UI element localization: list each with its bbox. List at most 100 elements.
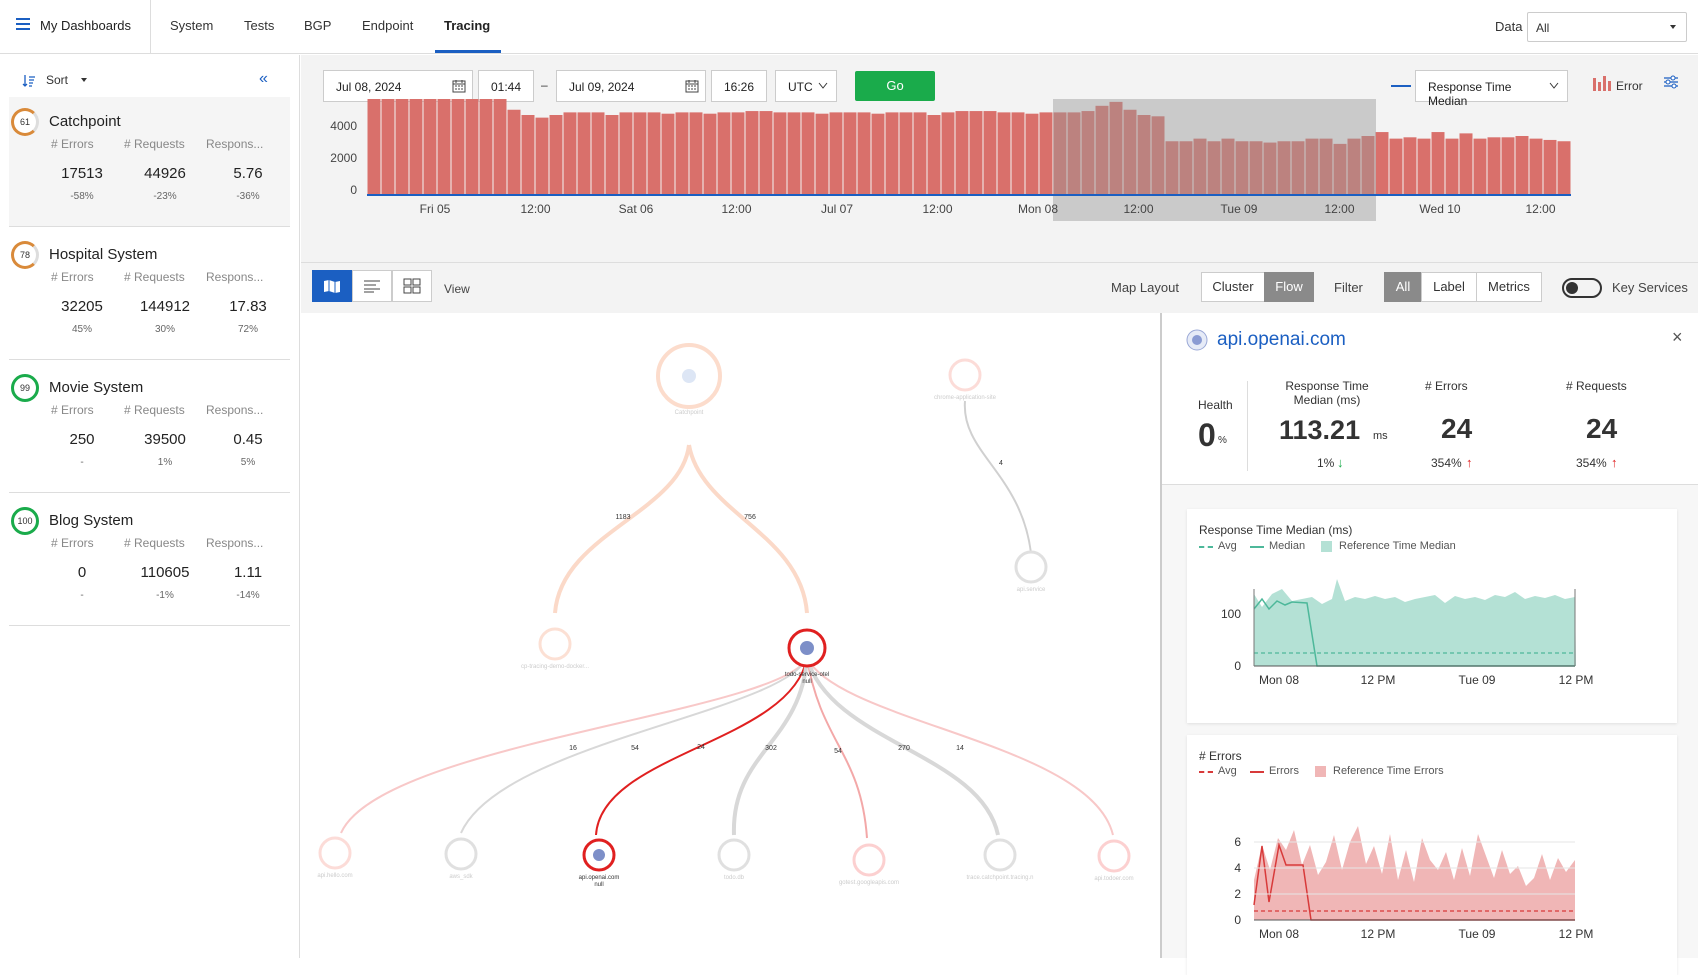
filter-all-button[interactable]: All (1384, 272, 1422, 302)
errors-value: 17513 (61, 165, 103, 182)
tab-tests[interactable]: Tests (244, 18, 275, 33)
map-node[interactable] (1097, 839, 1131, 873)
map-edge[interactable] (963, 400, 1032, 554)
system-card-movie[interactable]: 99 Movie System # Errors # Requests Resp… (9, 363, 290, 493)
map-node[interactable] (948, 358, 982, 392)
filter-metrics-button[interactable]: Metrics (1476, 272, 1542, 302)
map-node[interactable] (444, 837, 478, 871)
timeline-bar (773, 112, 787, 195)
map-node[interactable] (318, 836, 352, 870)
timeline-bar (563, 112, 577, 195)
y-tick: 2 (1234, 887, 1241, 901)
errors-ref-area (1254, 826, 1575, 920)
node-label: todo-service-otel (785, 672, 829, 678)
map-edge[interactable] (731, 657, 809, 836)
globe-icon (682, 369, 696, 383)
edge-label: 302 (765, 745, 777, 752)
timeline-bar-chart[interactable]: 4000 2000 0 Fri 05 12:00 Sat 06 12:00 Jul 07 12:… (301, 99, 1698, 229)
tab-endpoint[interactable]: Endpoint (362, 18, 414, 33)
tab-system[interactable]: System (170, 18, 214, 33)
chevron-down-icon (1549, 82, 1559, 89)
service-map-svg[interactable]: 1183 756 4 16 54 24 302 54 270 14 (301, 313, 1160, 958)
timeline-bar (507, 109, 521, 195)
timeline-bar (1501, 137, 1515, 195)
rt-label: Response Time Median (ms) (1285, 379, 1369, 407)
map-edge[interactable] (806, 657, 1114, 836)
selected-range[interactable] (1053, 99, 1376, 221)
x-tick: Sat 06 (619, 202, 654, 216)
map-node[interactable] (983, 838, 1017, 872)
tab-bgp[interactable]: BGP (304, 18, 332, 33)
timeline-bar (745, 111, 759, 195)
timeline-bar (1515, 136, 1529, 195)
metric-select[interactable]: Response Time Median (1415, 70, 1568, 108)
list-view-button[interactable] (352, 270, 392, 302)
requests-label: # Requests (1566, 379, 1627, 393)
sidebar: Sort « 61 Catchpoint # Errors # Requests… (0, 55, 300, 958)
map-view-button[interactable] (312, 270, 352, 302)
map-edge[interactable] (553, 444, 691, 614)
map-edge[interactable] (340, 657, 808, 834)
settings-sliders-icon[interactable] (1663, 75, 1679, 89)
cluster-button[interactable]: Cluster (1201, 272, 1265, 302)
end-date-input[interactable]: Jul 09, 2024 (556, 70, 706, 102)
timeline-bar (1095, 105, 1109, 195)
legend-ref: Reference Time Median (1339, 540, 1456, 552)
map-edge-selected[interactable] (595, 657, 808, 836)
errors-chart-svg[interactable]: 6 4 2 0 Mon 08 12 PM Tue 09 12 PM (1187, 790, 1677, 965)
sort-button[interactable]: Sort (46, 73, 69, 87)
filter-label-button[interactable]: Label (1421, 272, 1477, 302)
timeline-bar (1375, 132, 1389, 195)
x-tick: 12:00 (1324, 202, 1354, 216)
map-edge[interactable] (805, 657, 1000, 836)
my-dashboards-link[interactable]: My Dashboards (40, 18, 132, 33)
error-toggle-label[interactable]: Error (1616, 79, 1643, 93)
requests-value: 44926 (144, 165, 186, 182)
key-services-toggle[interactable] (1562, 278, 1602, 298)
menu-icon[interactable] (16, 18, 30, 30)
start-time-input[interactable]: 01:44 (478, 70, 534, 102)
timeline-bar (1067, 112, 1081, 195)
map-edge[interactable] (806, 657, 868, 839)
errors-chart-title: # Errors (1199, 749, 1242, 763)
rt-chart-svg[interactable]: 100 0 Mon 08 12 PM Tue 09 12 PM (1187, 569, 1677, 719)
errors-line (1253, 842, 1575, 921)
timezone-select[interactable]: UTC (775, 70, 837, 102)
map-node[interactable] (717, 838, 751, 872)
go-button[interactable]: Go (855, 71, 935, 101)
map-edge[interactable] (687, 444, 809, 614)
response-change: 5% (240, 457, 256, 468)
system-card-catchpoint[interactable]: 61 Catchpoint # Errors # Requests Respon… (9, 97, 290, 227)
timeline-bar (381, 99, 395, 195)
sort-icon[interactable] (22, 74, 36, 91)
requests-header: # Requests (124, 137, 185, 151)
system-card-blog[interactable]: 100 Blog System # Errors # Requests Resp… (9, 496, 290, 626)
map-node[interactable] (852, 843, 886, 877)
timeline-bar (1025, 113, 1039, 195)
flow-button[interactable]: Flow (1264, 272, 1314, 302)
start-date-input[interactable]: Jul 08, 2024 (323, 70, 473, 102)
timeline-bar (857, 112, 871, 195)
timeline-bar (521, 115, 535, 195)
response-header: Respons... (206, 536, 264, 550)
grid-view-button[interactable] (392, 270, 432, 302)
calendar-icon[interactable] (685, 79, 699, 93)
tab-tracing[interactable]: Tracing (444, 18, 491, 33)
data-select[interactable]: All (1527, 12, 1687, 42)
timeline-bar (1207, 141, 1221, 195)
timeline-bar (1319, 138, 1333, 195)
timeline-bar (703, 113, 717, 195)
timeline-bar (1445, 138, 1459, 195)
chevron-down-icon (1670, 25, 1676, 29)
timeline-bar (409, 99, 423, 195)
map-node[interactable] (538, 627, 572, 661)
calendar-icon[interactable] (452, 79, 466, 93)
close-icon[interactable]: × (1672, 327, 1683, 347)
collapse-sidebar-icon[interactable]: « (259, 70, 268, 87)
service-map[interactable]: 1183 756 4 16 54 24 302 54 270 14 (301, 313, 1160, 958)
system-card-hospital[interactable]: 78 Hospital System # Errors # Requests R… (9, 230, 290, 360)
end-time-input[interactable]: 16:26 (711, 70, 767, 102)
map-edge[interactable] (460, 657, 808, 834)
timeline-bar (493, 99, 507, 195)
map-node[interactable] (1014, 550, 1048, 584)
